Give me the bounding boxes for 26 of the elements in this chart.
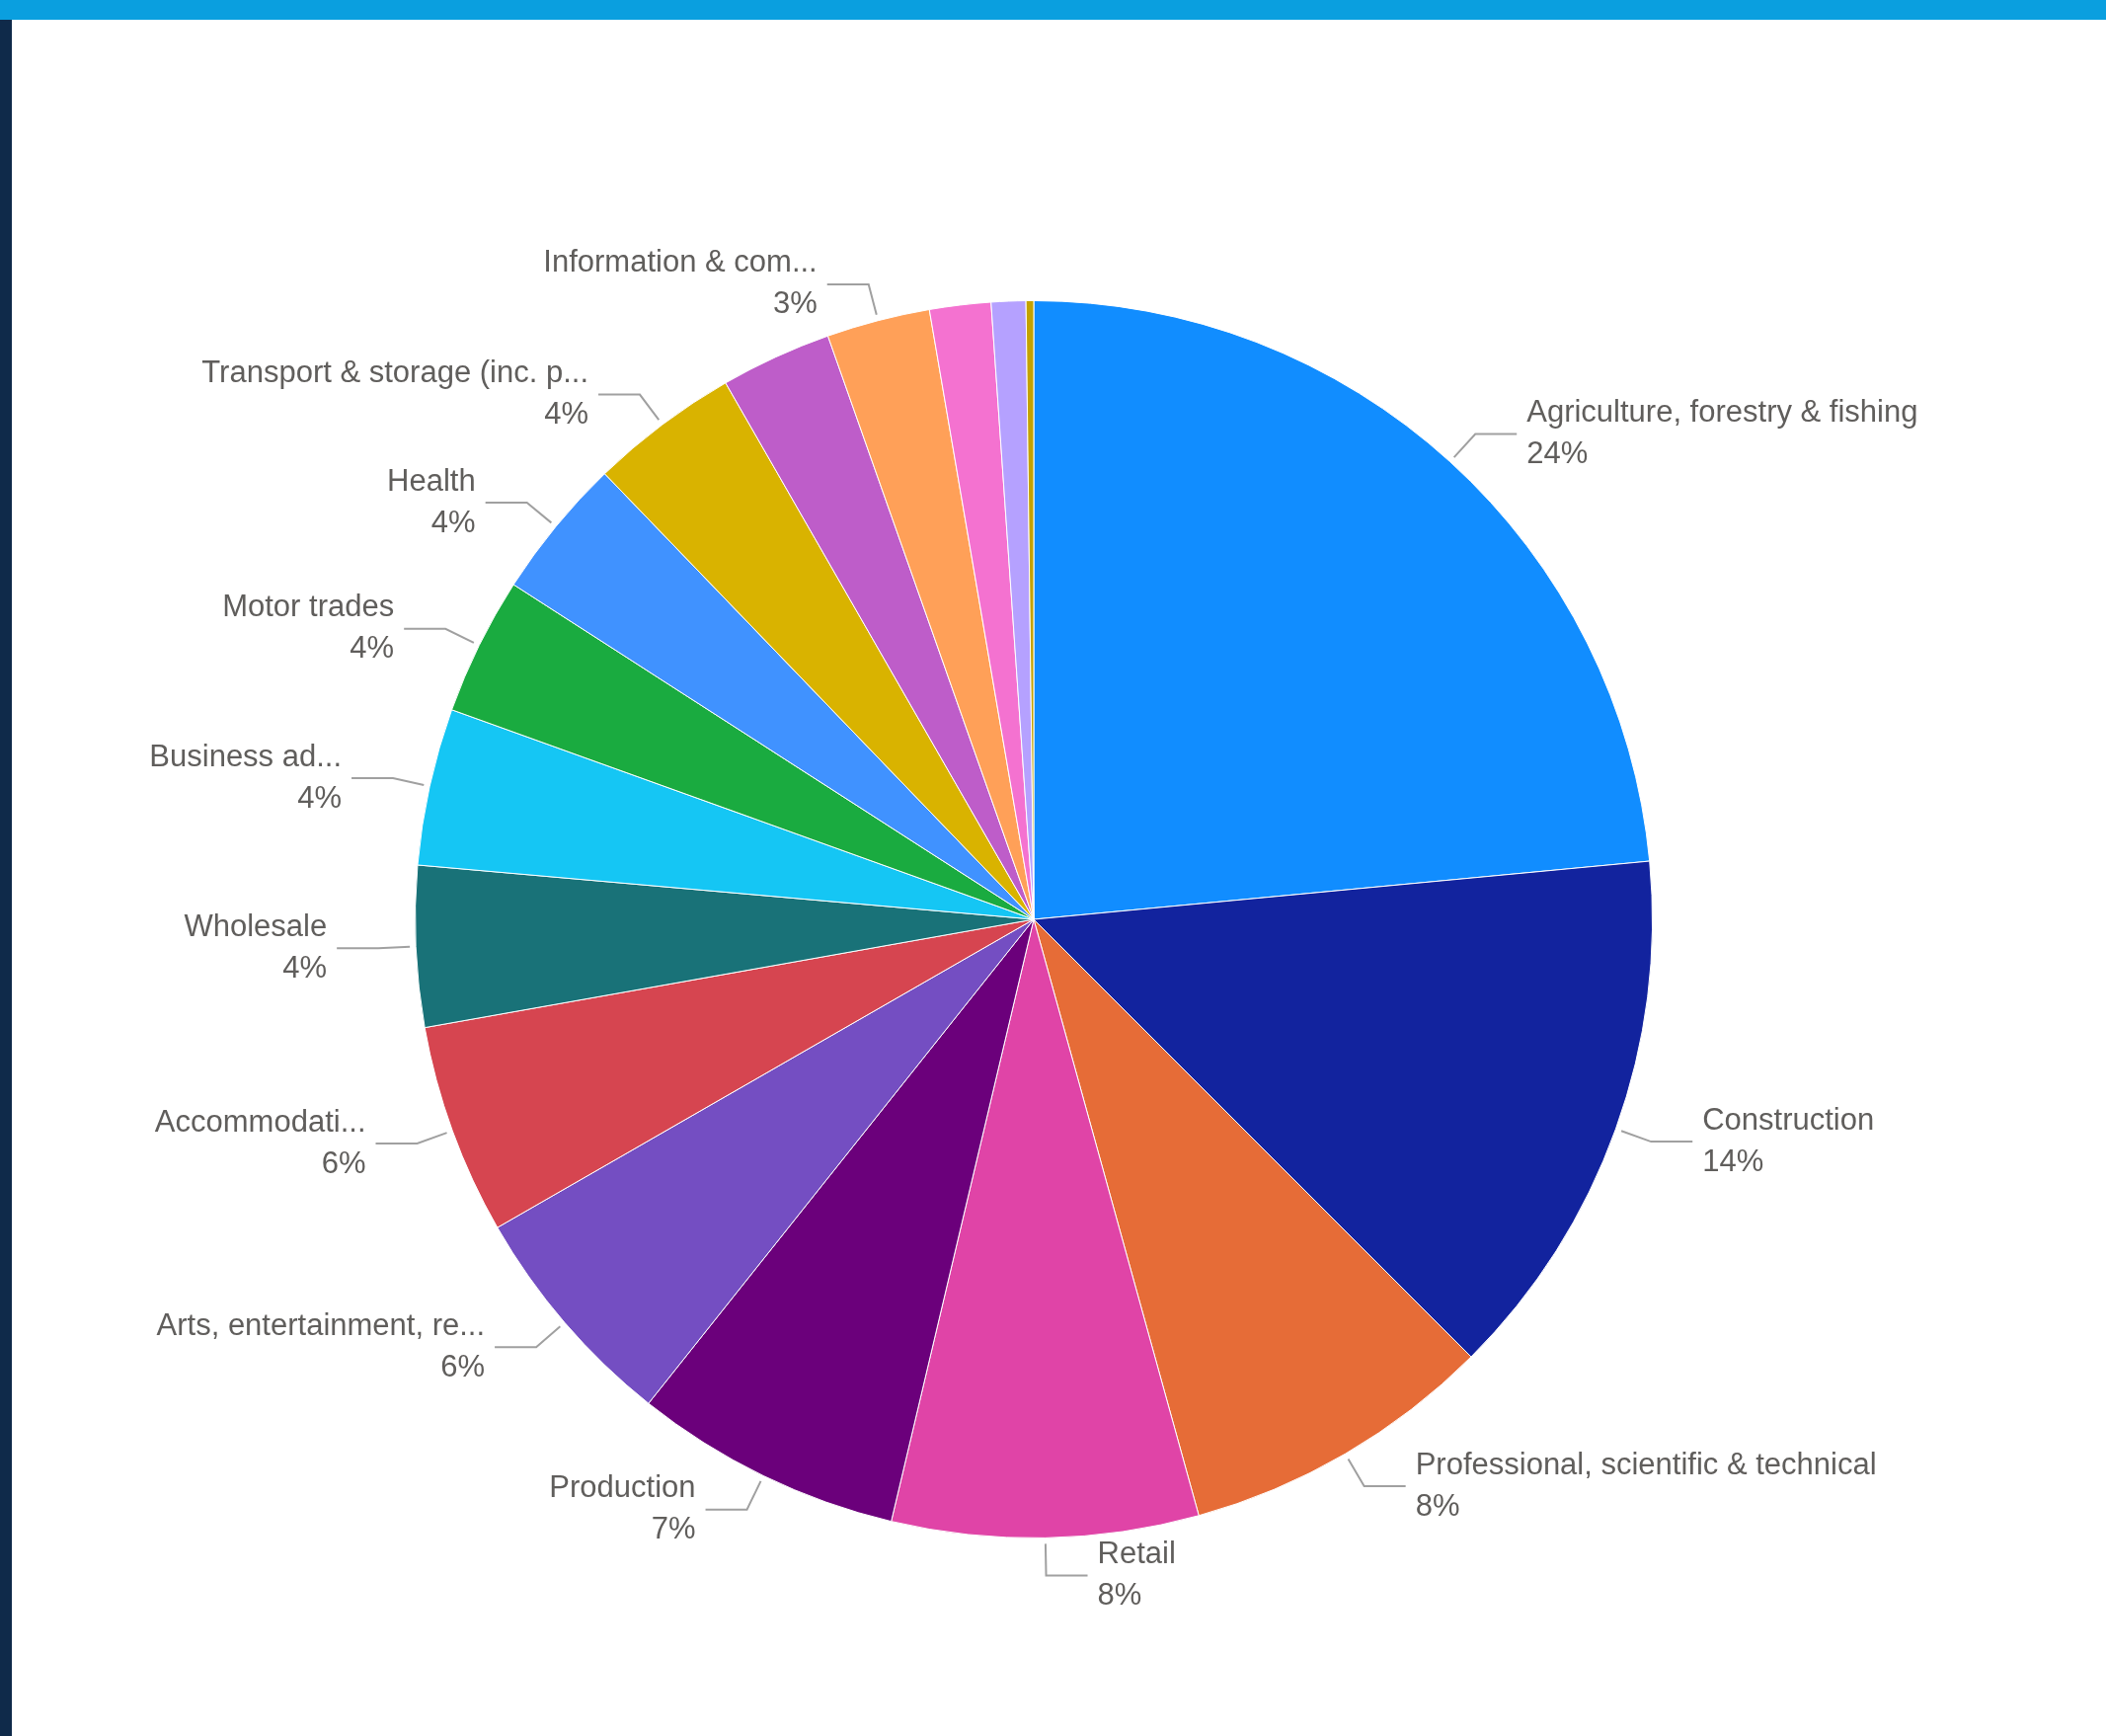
slice-label: Retail (1097, 1535, 1176, 1570)
slice-label: Business ad... (149, 738, 343, 773)
slice-label: Professional, scientific & technical (1415, 1446, 1877, 1481)
data-label: 8% (1415, 1487, 1460, 1523)
data-label: 6% (321, 1144, 366, 1180)
slice-label: Health (387, 462, 476, 498)
data-label: 4% (297, 779, 343, 815)
data-label: 4% (544, 396, 589, 432)
data-label: 7% (651, 1511, 696, 1546)
slice-label: Motor trades (222, 589, 395, 624)
data-label: 6% (440, 1348, 486, 1383)
slice-label: Wholesale (184, 907, 328, 943)
slice-label: Information & com... (543, 244, 818, 279)
data-label: 3% (772, 285, 818, 321)
data-label: 8% (1097, 1576, 1142, 1612)
slice-label: Agriculture, forestry & fishing (1526, 394, 1918, 430)
data-label: 4% (430, 504, 476, 539)
data-label: 4% (350, 630, 395, 666)
slice-label: Transport & storage (inc. p... (201, 355, 589, 390)
slice-label: Production (549, 1469, 696, 1505)
slice-label: Construction (1702, 1101, 1875, 1137)
data-label: 4% (282, 949, 328, 985)
data-label: 24% (1526, 435, 1589, 471)
data-label: 14% (1702, 1143, 1764, 1178)
slice-label: Accommodati... (154, 1103, 366, 1139)
slice-label: Arts, entertainment, re... (156, 1306, 486, 1342)
